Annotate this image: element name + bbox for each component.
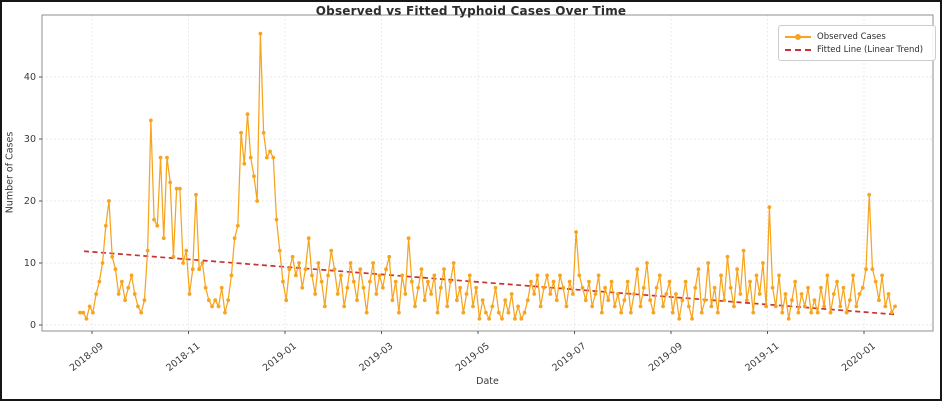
x-tick-label: 2020-01 — [840, 341, 878, 374]
legend-label-fitted: Fitted Line (Linear Trend) — [817, 44, 924, 55]
y-tick-label: 20 — [24, 196, 36, 207]
x-tick-label: 2018-11 — [164, 341, 202, 374]
x-tick-label: 2019-09 — [647, 341, 685, 374]
x-tick-label: 2019-11 — [743, 341, 781, 374]
legend-item-fitted: Fitted Line (Linear Trend) — [785, 43, 929, 56]
y-axis-label: Number of Cases — [4, 131, 16, 214]
fitted-dashed-line-icon — [785, 45, 811, 55]
chart-title: Observed vs Fitted Typhoid Cases Over Ti… — [315, 4, 627, 18]
x-tick-label: 2018-09 — [68, 341, 106, 374]
y-tick-label: 0 — [30, 320, 36, 331]
y-tick-label: 30 — [24, 134, 36, 145]
x-axis-label: Date — [476, 376, 499, 387]
legend-label-observed: Observed Cases — [817, 31, 886, 42]
x-tick-label: 2019-01 — [261, 341, 299, 374]
observed-line-marker-icon — [785, 32, 811, 42]
x-tick-label: 2019-05 — [454, 341, 492, 374]
y-tick-label: 40 — [24, 72, 36, 83]
x-tick-label: 2019-07 — [550, 341, 588, 374]
x-tick-label: 2019-03 — [357, 341, 395, 374]
y-tick-label: 10 — [24, 258, 36, 269]
legend-item-observed: Observed Cases — [785, 30, 929, 43]
legend: Observed Cases Fitted Line (Linear Trend… — [778, 25, 936, 61]
